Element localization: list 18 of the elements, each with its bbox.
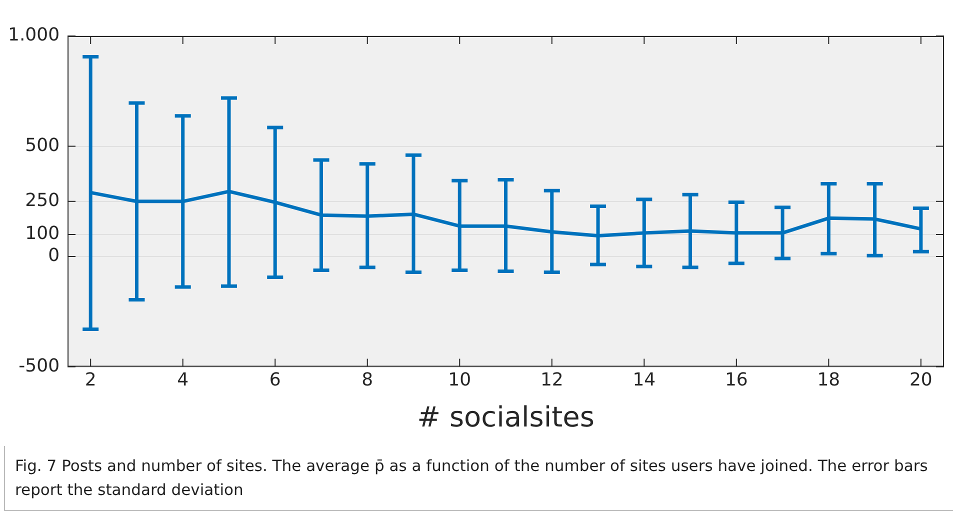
caption: Fig. 7 Posts and number of sites. The average p̄ as a function of the number of sites users have joined. The error bars report the standard deviation	[4, 446, 953, 511]
x-tick-label: 2	[84, 369, 96, 390]
y-tick-label: 100	[25, 223, 60, 244]
y-tick-label: 0	[48, 245, 60, 266]
x-tick-label: 14	[632, 369, 656, 390]
x-tick-label: 12	[540, 369, 564, 390]
x-tick-label: 6	[269, 369, 281, 390]
y-tick-label: 1.000	[8, 24, 60, 46]
x-tick-label: 16	[724, 369, 748, 390]
x-tick-label: 4	[177, 369, 189, 390]
x-axis-title: # socialsites	[417, 400, 594, 434]
x-tick-label: 18	[817, 369, 840, 390]
y-tick-label: 250	[25, 190, 60, 212]
x-tick-label: 10	[448, 369, 472, 390]
y-tick-label: 500	[25, 134, 60, 156]
y-tick-label: -500	[18, 355, 60, 376]
x-tick-label: 8	[362, 369, 374, 390]
x-tick-label: 20	[909, 369, 932, 390]
